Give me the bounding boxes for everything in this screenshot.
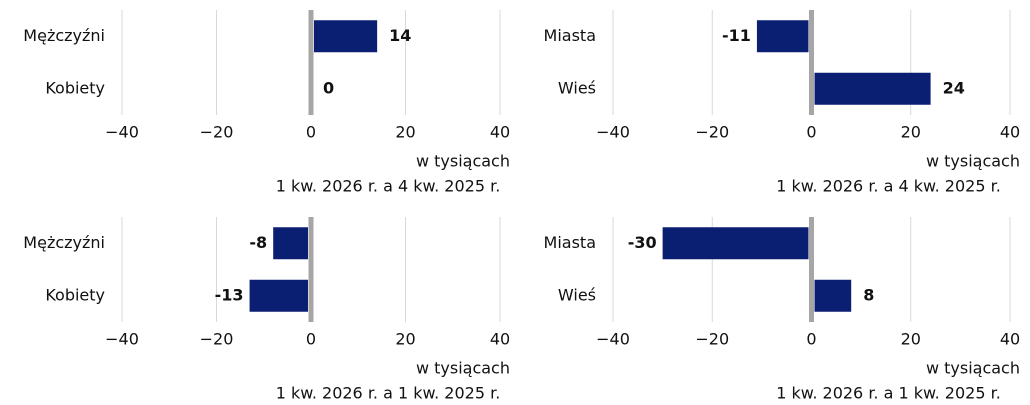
x-tick-label: −20 <box>200 123 234 142</box>
x-tick-label: 0 <box>306 330 316 349</box>
chart-subtitle: 1 kw. 2026 r. a 4 kw. 2025 r. <box>276 177 501 196</box>
data-label: 0 <box>323 78 334 97</box>
x-axis-label: w tysiącach <box>416 152 510 171</box>
y-tick-label: Wieś <box>558 78 596 97</box>
x-tick-label: −40 <box>596 123 630 142</box>
x-axis-label: w tysiącach <box>416 359 510 378</box>
chart-subtitle: 1 kw. 2026 r. a 1 kw. 2025 r. <box>276 384 501 403</box>
y-tick-label: Mężczyźni <box>23 26 105 45</box>
bar <box>273 227 308 260</box>
x-tick-label: 40 <box>1000 330 1020 349</box>
x-tick-label: 20 <box>395 330 415 349</box>
bar <box>662 227 809 260</box>
x-tick-label: −40 <box>105 123 139 142</box>
bar <box>249 279 308 312</box>
x-tick-label: −40 <box>105 330 139 349</box>
y-tick-label: Kobiety <box>45 78 105 97</box>
y-tick-label: Wieś <box>558 285 596 304</box>
y-tick-label: Mężczyźni <box>23 233 105 252</box>
x-tick-label: 20 <box>395 123 415 142</box>
y-tick-label: Miasta <box>544 233 596 252</box>
x-tick-label: −20 <box>695 123 729 142</box>
y-tick-label: Miasta <box>544 26 596 45</box>
data-label: 14 <box>389 26 411 45</box>
bar <box>814 279 852 312</box>
bar <box>814 72 931 105</box>
x-tick-label: 40 <box>490 330 510 349</box>
y-tick-label: Kobiety <box>45 285 105 304</box>
data-label: 8 <box>863 285 874 304</box>
x-tick-label: −20 <box>695 330 729 349</box>
x-axis-label: w tysiącach <box>926 359 1020 378</box>
data-label: -8 <box>249 233 267 252</box>
x-tick-label: 0 <box>806 330 816 349</box>
x-tick-label: 0 <box>306 123 316 142</box>
bar <box>314 20 378 53</box>
x-tick-label: 0 <box>806 123 816 142</box>
x-tick-label: 20 <box>901 330 921 349</box>
x-tick-label: 40 <box>1000 123 1020 142</box>
data-label: -13 <box>215 285 244 304</box>
data-label: 24 <box>943 78 965 97</box>
bar <box>756 20 809 53</box>
x-tick-label: −20 <box>200 330 234 349</box>
x-tick-label: 40 <box>490 123 510 142</box>
chart-subtitle: 1 kw. 2026 r. a 4 kw. 2025 r. <box>776 177 1001 196</box>
data-label: -30 <box>628 233 657 252</box>
x-axis-label: w tysiącach <box>926 152 1020 171</box>
x-tick-label: −40 <box>596 330 630 349</box>
data-label: -11 <box>722 26 751 45</box>
x-tick-label: 20 <box>901 123 921 142</box>
chart-subtitle: 1 kw. 2026 r. a 1 kw. 2025 r. <box>776 384 1001 403</box>
